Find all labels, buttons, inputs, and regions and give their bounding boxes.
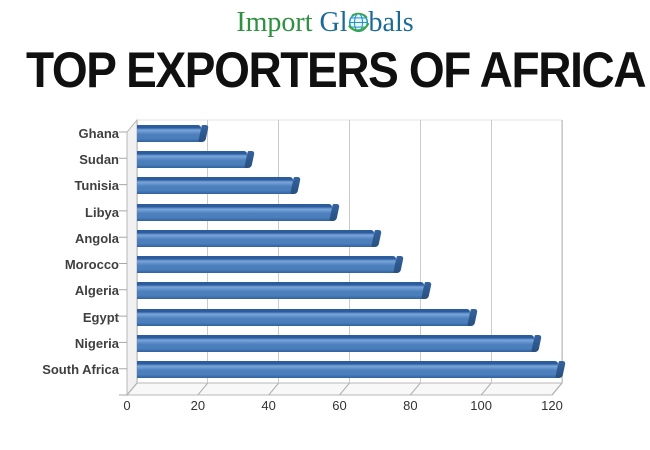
category-label: Nigeria	[74, 336, 119, 352]
category-label: Algeria	[74, 283, 119, 299]
gridlines	[136, 120, 563, 383]
category-label: Libya	[85, 204, 119, 220]
category-label: Sudan	[79, 151, 119, 167]
x-axis-tick-label: 60	[332, 398, 347, 413]
bar-track	[137, 225, 562, 251]
x-axis-tick-label: 100	[470, 398, 493, 413]
bar-chart: Ghana Sudan Tunisia Libya Angola Morocco Alger…	[0, 106, 650, 436]
category-label: Morocco	[64, 257, 119, 273]
logo-word-globals-prefix: Gl	[319, 7, 348, 38]
plot-rows: Ghana Sudan Tunisia Libya Angola Morocco Alger…	[0, 120, 567, 383]
chart-row: Nigeria	[0, 330, 562, 356]
category-label: Angola	[74, 230, 119, 246]
bar-south-africa	[137, 361, 567, 379]
y-axis-tick-marks	[119, 131, 127, 396]
chart-row: South Africa	[0, 357, 567, 383]
bar-track	[137, 173, 562, 199]
x-axis-tick-label: 0	[123, 398, 131, 413]
x-axis-tick-label: 40	[261, 398, 276, 413]
logo-word-import: Import	[236, 7, 313, 38]
bar-libya	[137, 203, 340, 221]
bar-track	[137, 357, 567, 383]
bar-track	[137, 120, 562, 146]
chart-row: Tunisia	[0, 173, 562, 199]
chart-row: Egypt	[0, 304, 562, 330]
chart-row: Libya	[0, 199, 562, 225]
category-label: South Africa	[42, 362, 119, 378]
bar-algeria	[137, 282, 432, 300]
gridline	[490, 120, 492, 383]
bar-end-cap	[371, 229, 383, 247]
x-axis-tick-label: 120	[541, 398, 563, 413]
bar-end-cap	[421, 282, 432, 300]
gridline	[207, 120, 209, 383]
page-title: TOP EXPORTERS OF AFRICA	[26, 42, 647, 98]
bar-end-cap	[243, 150, 255, 168]
bar-egypt	[137, 308, 478, 326]
logo: Import Gl bals	[0, 6, 650, 40]
bar-end-cap	[197, 124, 209, 142]
bar-end-cap	[467, 308, 478, 326]
bar-tunisia	[137, 177, 301, 195]
bar-nigeria	[137, 335, 542, 353]
bar-end-cap	[392, 256, 404, 274]
bar-end-cap	[290, 177, 301, 195]
gridline	[278, 120, 280, 383]
gridline	[136, 120, 138, 383]
bar-sudan	[137, 150, 255, 168]
bar-track	[137, 278, 562, 304]
chart-row: Morocco	[0, 251, 562, 277]
chart-row: Algeria	[0, 278, 562, 304]
globe-icon	[347, 9, 370, 33]
bar-end-cap	[328, 203, 340, 221]
bar-track	[137, 330, 562, 356]
gridline	[419, 120, 421, 383]
category-label: Egypt	[82, 309, 119, 325]
x-axis-tick-label: 20	[190, 398, 206, 413]
chart-row: Ghana	[0, 120, 562, 146]
bar-track	[137, 251, 562, 277]
gridline	[349, 120, 350, 383]
bar-end-cap	[530, 335, 542, 353]
bar-angola	[137, 229, 383, 247]
bar-track	[137, 146, 562, 172]
category-label: Ghana	[78, 125, 119, 141]
x-axis-tick-marks	[126, 382, 563, 396]
bar-track	[137, 199, 562, 225]
x-axis-tick-label: 80	[403, 398, 418, 413]
bar-morocco	[137, 256, 404, 274]
bar-track	[137, 304, 562, 330]
x-axis-labels: 0 20 40 60 80 100 120	[123, 398, 562, 416]
gridline	[561, 120, 563, 383]
chart-row: Sudan	[0, 146, 562, 172]
chart-row: Angola	[0, 225, 562, 251]
bar-ghana	[137, 124, 209, 142]
logo-word-globals-suffix: bals	[368, 7, 414, 38]
category-label: Tunisia	[74, 178, 119, 194]
